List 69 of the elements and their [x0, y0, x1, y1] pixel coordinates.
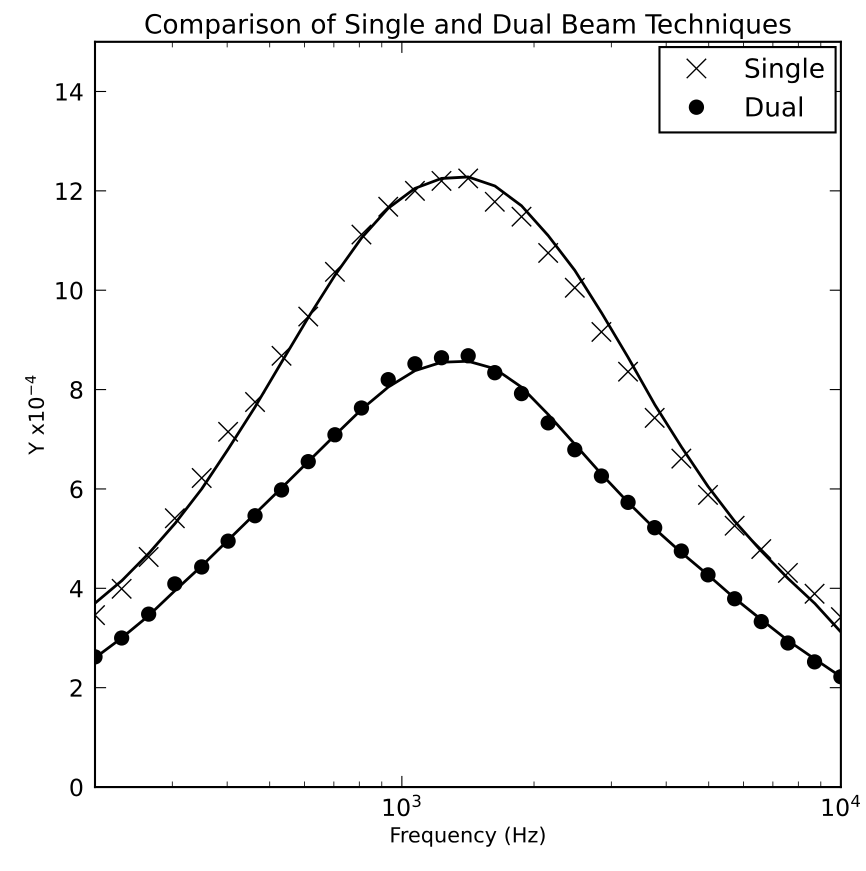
y-tick-label: 2 — [70, 679, 82, 697]
point — [674, 543, 689, 559]
y-tick-label: 12 — [56, 182, 82, 200]
point — [327, 427, 343, 442]
point — [620, 494, 636, 510]
point — [114, 630, 130, 646]
point — [218, 421, 239, 442]
x-axis-title: Frequency (Hz) — [391, 826, 545, 847]
point — [750, 538, 772, 560]
point — [647, 520, 662, 536]
chart-title: Comparison of Single and Dual Beam Techniques — [145, 13, 791, 39]
point — [191, 468, 212, 488]
y-axis-title: Y x10$^{−4}$ — [25, 376, 44, 455]
point — [567, 442, 582, 458]
y-tick-label: 8 — [70, 381, 82, 399]
point — [141, 606, 156, 622]
point — [407, 356, 423, 372]
point — [514, 386, 530, 402]
point — [378, 196, 399, 218]
point — [194, 559, 210, 575]
point — [487, 365, 502, 380]
point — [484, 191, 506, 212]
y-tick-label: 10 — [56, 282, 82, 300]
point — [594, 468, 610, 484]
point — [806, 654, 822, 670]
point — [540, 415, 556, 431]
y-tick-label: 6 — [70, 480, 82, 498]
point — [167, 576, 182, 592]
y-tick-label: 4 — [70, 580, 83, 598]
point — [754, 614, 769, 630]
point — [804, 583, 825, 604]
point — [351, 224, 372, 245]
point — [591, 322, 612, 342]
point — [700, 567, 716, 583]
point — [298, 306, 319, 327]
point — [538, 242, 559, 264]
point — [458, 168, 479, 189]
x-tick-label: 10$^{4}$ — [822, 794, 860, 816]
point — [324, 261, 346, 282]
legend-label: Single — [746, 58, 824, 84]
y-tick-label: 0 — [70, 778, 82, 796]
point — [380, 372, 396, 388]
point — [274, 482, 290, 498]
point — [618, 361, 638, 382]
point — [431, 170, 452, 192]
point — [111, 578, 132, 600]
point — [247, 508, 263, 524]
point — [138, 546, 160, 568]
point — [300, 454, 316, 470]
point — [778, 562, 798, 584]
point — [698, 484, 718, 506]
point — [724, 515, 746, 536]
legend-label: Dual — [746, 96, 802, 117]
point — [780, 635, 796, 651]
point — [354, 400, 370, 416]
point — [404, 180, 426, 202]
point — [564, 277, 586, 298]
point — [271, 345, 292, 366]
point — [670, 448, 692, 470]
point — [511, 206, 532, 228]
point — [460, 348, 476, 364]
point — [164, 508, 186, 529]
point — [644, 407, 666, 428]
y-tick-label: 14 — [56, 83, 83, 100]
point — [220, 533, 236, 549]
point — [434, 350, 450, 366]
x-tick-label: 10$^{3}$ — [384, 794, 421, 816]
point — [727, 591, 742, 606]
point — [244, 392, 266, 412]
